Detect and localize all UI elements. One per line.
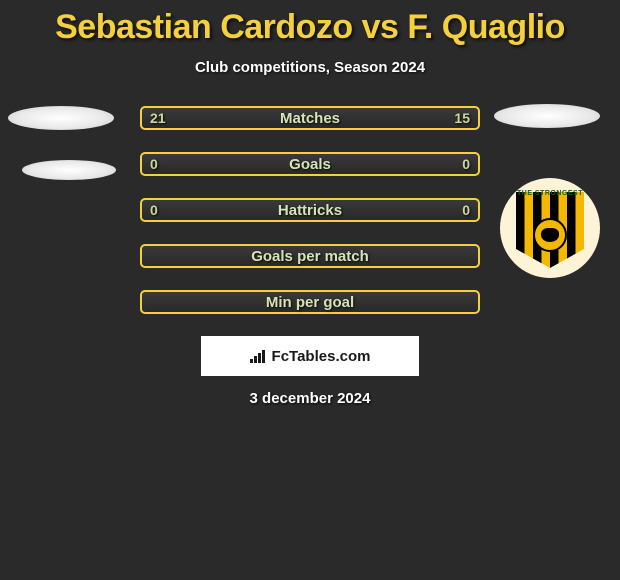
stat-row-goals: 0 Goals 0 [140,152,480,176]
team-crest: THE STRONGEST [500,178,600,278]
crest-shield: THE STRONGEST [516,188,584,268]
player-left-team-placeholder [22,160,116,180]
stats-block: THE STRONGEST 21 Matches 15 0 Goals 0 0 … [0,106,620,407]
fctables-icon [250,349,268,363]
stat-row-hattricks: 0 Hattricks 0 [140,198,480,222]
subtitle: Club competitions, Season 2024 [0,59,620,76]
stat-label: Hattricks [278,202,342,219]
branding-text: FcTables.com [272,348,371,365]
stat-right-value: 0 [462,202,470,218]
stat-left-value: 21 [150,110,166,126]
stat-label: Goals per match [251,248,369,265]
stat-left-value: 0 [150,156,158,172]
player-left-avatar-placeholder [8,106,114,130]
stat-row-goals-per-match: Goals per match [140,244,480,268]
date-text: 3 december 2024 [0,390,620,407]
stat-right-value: 0 [462,156,470,172]
stat-label: Min per goal [266,294,354,311]
tiger-icon [533,218,567,252]
stat-label: Matches [280,110,340,127]
crest-text: THE STRONGEST [517,190,583,197]
player-right-avatar-placeholder [494,104,600,128]
stat-left-value: 0 [150,202,158,218]
stat-row-matches: 21 Matches 15 [140,106,480,130]
page-title: Sebastian Cardozo vs F. Quaglio [0,8,620,47]
stat-row-min-per-goal: Min per goal [140,290,480,314]
branding-box: FcTables.com [201,336,419,376]
stat-right-value: 15 [454,110,470,126]
comparison-card: Sebastian Cardozo vs F. Quaglio Club com… [0,0,620,415]
stat-label: Goals [289,156,331,173]
